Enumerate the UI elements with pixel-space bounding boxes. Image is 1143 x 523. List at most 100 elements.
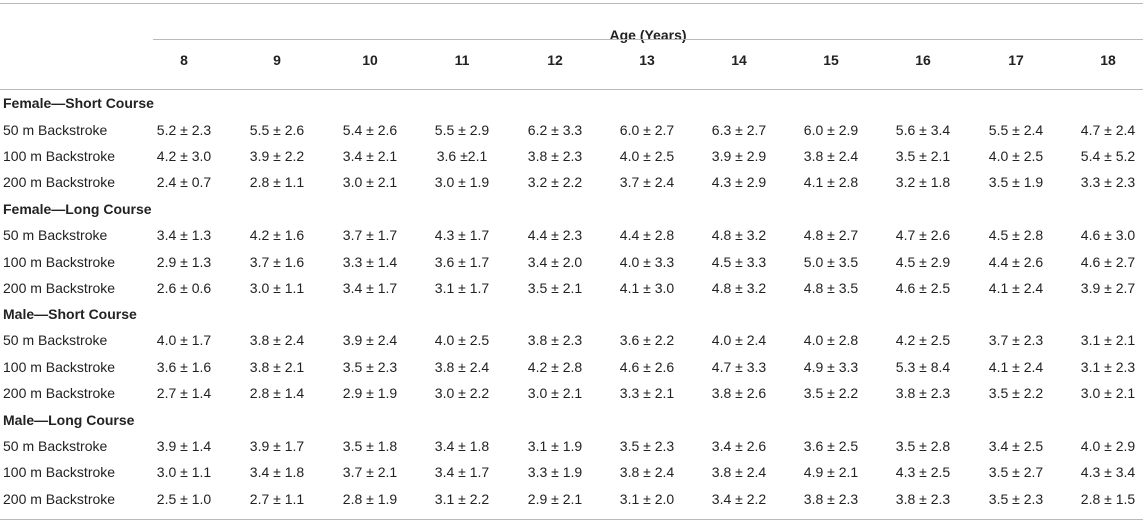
table-cell: 3.9 ± 2.7 (1080, 280, 1136, 296)
table-cell: 3.4 ± 2.2 (711, 491, 767, 507)
section-title: Female—Short Course (3, 95, 154, 111)
table-cell: 3.8 ± 2.4 (803, 148, 859, 164)
table-cell: 3.8 ± 2.6 (711, 385, 767, 401)
table-cell: 4.0 ± 2.5 (619, 148, 675, 164)
table-cell: 4.3 ± 3.4 (1080, 464, 1136, 480)
table-cell: 3.6 ±2.1 (436, 148, 488, 164)
table-cell: 6.2 ± 3.3 (527, 122, 583, 138)
table-cell: 4.1 ± 3.0 (619, 280, 675, 296)
table-cell: 3.3 ± 2.3 (1080, 174, 1136, 190)
table-cell: 4.4 ± 2.6 (988, 254, 1044, 270)
table-cell: 3.0 ± 1.1 (156, 464, 212, 480)
table-cell: 3.3 ± 2.1 (619, 385, 675, 401)
row-label: 100 m Backstroke (3, 359, 116, 375)
table-cell: 3.9 ± 2.4 (342, 332, 398, 348)
section-title: Male—Short Course (3, 306, 137, 322)
table-cell: 3.8 ± 2.3 (803, 491, 859, 507)
table-cell: 3.5 ± 2.8 (895, 438, 951, 454)
table-cell: 3.1 ± 2.2 (434, 491, 490, 507)
table-cell: 6.0 ± 2.7 (619, 122, 675, 138)
table-cell: 4.0 ± 2.5 (988, 148, 1044, 164)
table-cell: 3.2 ± 2.2 (527, 174, 583, 190)
table-cell: 3.9 ± 2.2 (249, 148, 305, 164)
table-cell: 3.1 ± 1.7 (434, 280, 490, 296)
age-header-rule (153, 39, 1143, 40)
table-cell: 2.8 ± 1.1 (249, 174, 305, 190)
table-cell: 3.8 ± 2.3 (895, 491, 951, 507)
section-title: Male—Long Course (3, 412, 135, 428)
table-cell: 4.0 ± 2.5 (434, 332, 490, 348)
table-cell: 2.8 ± 1.4 (249, 385, 305, 401)
table-cell: 4.0 ± 2.4 (711, 332, 767, 348)
table-cell: 3.0 ± 2.2 (434, 385, 490, 401)
table-cell: 4.5 ± 2.8 (988, 227, 1044, 243)
table-cell: 3.7 ± 1.7 (342, 227, 398, 243)
table-cell: 4.8 ± 3.2 (711, 227, 767, 243)
bottom-rule (0, 519, 1143, 520)
table-cell: 3.5 ± 1.9 (988, 174, 1044, 190)
table-cell: 3.0 ± 1.9 (434, 174, 490, 190)
table-cell: 6.0 ± 2.9 (803, 122, 859, 138)
table-cell: 3.7 ± 2.1 (342, 464, 398, 480)
table-cell: 4.2 ± 1.6 (249, 227, 305, 243)
table-cell: 4.7 ± 2.6 (895, 227, 951, 243)
table-cell: 4.5 ± 2.9 (895, 254, 951, 270)
table-cell: 3.7 ± 1.6 (249, 254, 305, 270)
table-cell: 3.5 ± 2.2 (803, 385, 859, 401)
table-cell: 3.9 ± 1.7 (249, 438, 305, 454)
table-cell: 3.8 ± 2.1 (249, 359, 305, 375)
table-cell: 4.0 ± 3.3 (619, 254, 675, 270)
table-cell: 3.7 ± 2.3 (988, 332, 1044, 348)
table-cell: 4.4 ± 2.8 (619, 227, 675, 243)
table-cell: 4.6 ± 2.7 (1080, 254, 1136, 270)
table-cell: 3.0 ± 1.1 (249, 280, 305, 296)
table-cell: 4.0 ± 2.9 (1080, 438, 1136, 454)
table-cell: 3.3 ± 1.4 (342, 254, 398, 270)
table-cell: 5.5 ± 2.6 (249, 122, 305, 138)
table-cell: 4.0 ± 1.7 (156, 332, 212, 348)
table-cell: 3.6 ± 2.5 (803, 438, 859, 454)
table-cell: 4.3 ± 2.9 (711, 174, 767, 190)
table-cell: 3.8 ± 2.3 (895, 385, 951, 401)
table-cell: 4.1 ± 2.4 (988, 359, 1044, 375)
age-column-header: 9 (273, 52, 281, 68)
table-cell: 2.9 ± 1.9 (342, 385, 398, 401)
age-column-header: 10 (362, 52, 378, 68)
table-cell: 4.6 ± 2.5 (895, 280, 951, 296)
table-cell: 4.8 ± 3.2 (711, 280, 767, 296)
top-rule (0, 3, 1143, 4)
table-cell: 3.5 ± 1.8 (342, 438, 398, 454)
table-cell: 5.3 ± 8.4 (895, 359, 951, 375)
table-cell: 4.8 ± 2.7 (803, 227, 859, 243)
table-cell: 4.4 ± 2.3 (527, 227, 583, 243)
row-label: 50 m Backstroke (3, 122, 108, 138)
table-cell: 2.6 ± 0.6 (156, 280, 212, 296)
table-cell: 3.5 ± 2.2 (988, 385, 1044, 401)
table-cell: 3.7 ± 2.4 (619, 174, 675, 190)
table-cell: 3.4 ± 1.8 (249, 464, 305, 480)
row-label: 50 m Backstroke (3, 438, 108, 454)
table-cell: 2.9 ± 2.1 (527, 491, 583, 507)
table-cell: 3.9 ± 1.4 (156, 438, 212, 454)
table-cell: 5.5 ± 2.9 (434, 122, 490, 138)
table-cell: 4.0 ± 2.8 (803, 332, 859, 348)
table-cell: 4.9 ± 2.1 (803, 464, 859, 480)
table-cell: 3.4 ± 2.6 (711, 438, 767, 454)
table-cell: 3.8 ± 2.4 (619, 464, 675, 480)
age-column-header: 12 (547, 52, 563, 68)
table-cell: 3.1 ± 2.0 (619, 491, 675, 507)
table-cell: 4.2 ± 2.8 (527, 359, 583, 375)
table-cell: 4.6 ± 2.6 (619, 359, 675, 375)
table-cell: 4.1 ± 2.8 (803, 174, 859, 190)
table-cell: 5.6 ± 3.4 (895, 122, 951, 138)
table-cell: 2.8 ± 1.5 (1080, 491, 1136, 507)
age-column-header: 13 (639, 52, 655, 68)
table-cell: 3.8 ± 2.3 (527, 332, 583, 348)
table-cell: 3.5 ± 2.3 (342, 359, 398, 375)
table-cell: 2.9 ± 1.3 (156, 254, 212, 270)
table-cell: 6.3 ± 2.7 (711, 122, 767, 138)
table-cell: 4.8 ± 3.5 (803, 280, 859, 296)
table-cell: 3.5 ± 2.3 (988, 491, 1044, 507)
table-cell: 3.1 ± 2.3 (1080, 359, 1136, 375)
table-cell: 3.8 ± 2.4 (711, 464, 767, 480)
